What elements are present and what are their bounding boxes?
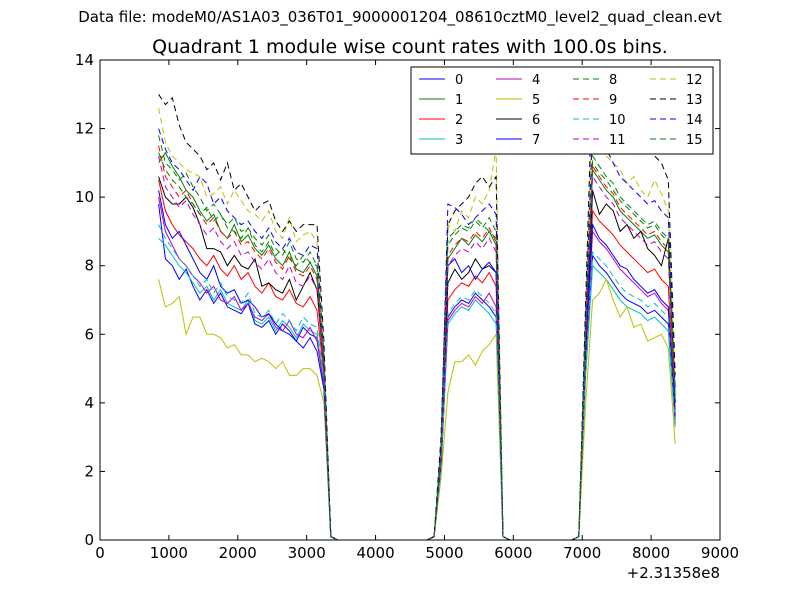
legend-label-12: 12 — [686, 73, 703, 88]
y-tick-label: 14 — [75, 51, 94, 69]
legend-box — [410, 66, 714, 155]
y-tick-label: 2 — [84, 462, 94, 480]
x-tick-label: 4000 — [356, 544, 394, 562]
legend-label-8: 8 — [609, 73, 617, 88]
legend-label-13: 13 — [686, 93, 703, 108]
series-line-0 — [158, 203, 676, 540]
series-line-10 — [158, 224, 676, 540]
legend-label-3: 3 — [455, 133, 463, 148]
series-line-13 — [158, 69, 676, 540]
chart-title: Quadrant 1 module wise count rates with … — [152, 36, 668, 58]
x-tick-label: 2000 — [219, 544, 257, 562]
series-line-11 — [158, 155, 676, 540]
x-tick-label: 7000 — [563, 544, 601, 562]
ticks-layer: 0 1000 2000 3000 4000 5000 6000 7000 8000 9000 0 2 4… — [75, 51, 739, 562]
legend-label-7: 7 — [532, 133, 540, 148]
series-line-4 — [158, 197, 676, 540]
y-tick-label: 4 — [84, 394, 94, 412]
series-line-8 — [158, 135, 676, 540]
series-line-9 — [158, 145, 676, 540]
legend-label-11: 11 — [609, 133, 626, 148]
legend-label-2: 2 — [455, 113, 463, 128]
x-offset-label: +2.31358e8 — [627, 564, 720, 582]
series-line-1 — [158, 151, 676, 540]
legend-label-5: 5 — [532, 93, 540, 108]
x-tick-label: 1000 — [150, 544, 188, 562]
legend-label-4: 4 — [532, 73, 540, 88]
legend-label-1: 1 — [455, 93, 463, 108]
legend-label-15: 15 — [686, 133, 703, 148]
series-line-7 — [158, 190, 676, 540]
y-tick-label: 10 — [75, 188, 94, 206]
y-tick-label: 0 — [84, 531, 94, 549]
series-line-3 — [158, 237, 676, 540]
x-tick-label: 8000 — [632, 544, 670, 562]
x-tick-label: 5000 — [425, 544, 463, 562]
figure-suptitle: Data file: modeM0/AS1A03_036T01_90000012… — [78, 8, 722, 26]
legend-label-10: 10 — [609, 113, 626, 128]
legend-label-14: 14 — [686, 113, 703, 128]
series-line-5 — [158, 278, 676, 540]
y-tick-label: 6 — [84, 325, 94, 343]
legend-label-0: 0 — [455, 73, 463, 88]
x-tick-label: 9000 — [701, 544, 739, 562]
x-tick-label: 6000 — [494, 544, 532, 562]
y-tick-label: 8 — [84, 257, 94, 275]
y-tick-label: 12 — [75, 120, 94, 138]
axes-frame — [99, 59, 721, 541]
series-line-14 — [158, 128, 676, 540]
series-line-12 — [158, 101, 676, 540]
series-line-6 — [158, 176, 676, 540]
legend-label-6: 6 — [532, 113, 540, 128]
x-tick-label: 3000 — [288, 544, 326, 562]
series-layer — [158, 69, 676, 540]
legend-label-9: 9 — [609, 93, 617, 108]
x-tick-label: 0 — [95, 544, 105, 562]
series-line-15 — [158, 152, 676, 540]
